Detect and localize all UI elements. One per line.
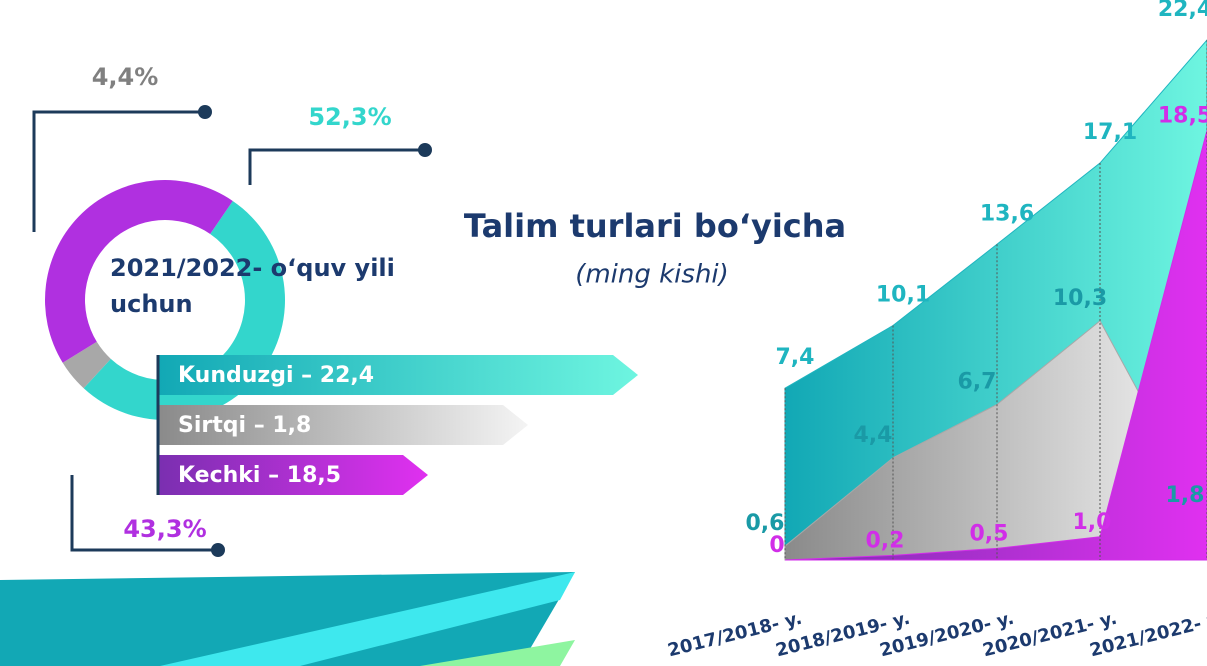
leader-dot [198,105,212,119]
percent-label: 4,4% [92,63,159,91]
data-label: 0 [769,533,784,558]
leader-line [248,148,425,185]
data-label: 10,1 [876,283,930,308]
legend-bar [158,455,428,495]
legend-label: Kechki – 18,5 [178,463,341,488]
data-label: 1,0 [1073,510,1112,535]
data-label: 4,4 [854,423,893,448]
percent-label: 43,3% [123,515,206,543]
data-label: 10,3 [1053,286,1107,311]
donut-chart: 52,3% 4,4% 43,3% 2021/2022- o‘quv yili uchu… [45,63,638,543]
decor-band [0,572,575,666]
donut-title: 2021/2022- o‘quv yili uchun [110,254,395,318]
chart-title: Talim turlari bo‘yicha [464,207,846,245]
data-label: 22,4 [1158,0,1207,22]
donut-segment [62,341,111,389]
leader-line [70,475,218,552]
chart-subtitle: (ming kishi) [575,260,729,290]
data-label: 1,8 [1166,483,1205,508]
data-label: 7,4 [776,345,815,370]
data-label: 0,2 [866,528,905,553]
area-chart: 7,4 10,1 13,6 17,1 22,4 0,6 4,4 6,7 10,3 1,8 0 0,2 0… [666,0,1207,661]
data-label: 6,7 [958,369,997,394]
legend-label: Kunduzgi – 22,4 [178,363,374,388]
data-label: 13,6 [980,201,1034,226]
data-label: 18,5 [1158,104,1207,129]
legend-bar [158,405,528,445]
leader-dot [418,143,432,157]
leader-dot [211,543,225,557]
donut-segment [45,180,233,363]
percent-label: 52,3% [308,103,391,131]
data-label: 0,6 [746,511,785,536]
heading-box: 2021/2022- o‘quv yili uchun [110,254,395,318]
leader-line [32,110,205,232]
legend-label: Sirtqi – 1,8 [178,413,311,438]
legend-bar [158,355,638,395]
data-label: 0,5 [970,521,1009,546]
data-label: 17,1 [1083,120,1137,145]
decor-band [160,572,575,666]
decor-band [420,640,575,666]
